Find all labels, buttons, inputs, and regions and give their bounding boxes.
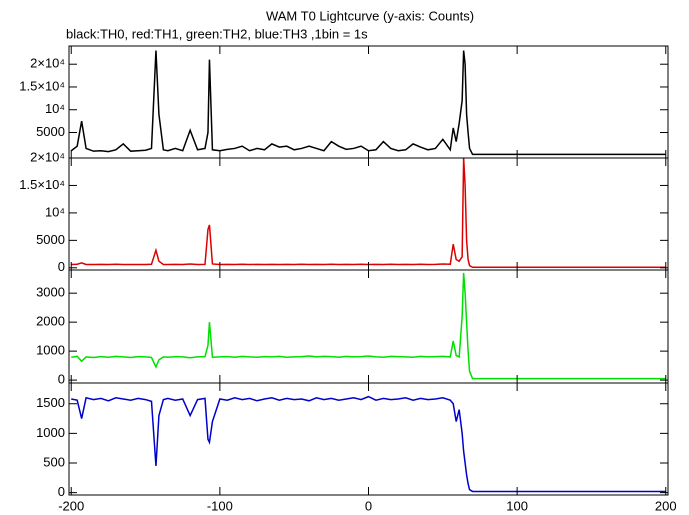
x-tick-label: -200 bbox=[58, 498, 84, 513]
y-tick-label: 3000 bbox=[36, 285, 65, 300]
y-tick-label: 10⁴ bbox=[45, 101, 65, 116]
chart-title: WAM T0 Lightcurve (y-axis: Counts) bbox=[266, 8, 474, 23]
data-line bbox=[70, 50, 666, 156]
y-tick-label: 10⁴ bbox=[45, 204, 65, 219]
chart-subtitle: black:TH0, red:TH1, green:TH2, blue:TH3 … bbox=[66, 26, 368, 41]
panel-frame bbox=[68, 269, 669, 384]
y-tick-label: 1.5×10⁴ bbox=[19, 78, 65, 93]
y-tick-label: 5000 bbox=[36, 124, 65, 139]
y-tick-label: 1000 bbox=[36, 425, 65, 440]
y-tick-label: 0 bbox=[58, 259, 65, 274]
panel-frame bbox=[68, 157, 669, 271]
y-tick-label: 2×10⁴ bbox=[30, 56, 65, 71]
y-tick-label: 1000 bbox=[36, 343, 65, 358]
y-tick-label: 2×10⁴ bbox=[30, 149, 65, 164]
x-tick-label: 200 bbox=[655, 498, 677, 513]
y-tick-label: 0 bbox=[58, 372, 65, 387]
x-tick-label: 0 bbox=[365, 498, 372, 513]
data-line bbox=[71, 272, 666, 380]
y-tick-label: 0 bbox=[58, 484, 65, 499]
data-line bbox=[71, 395, 666, 493]
y-tick-label: 2000 bbox=[36, 314, 65, 329]
panel-frame bbox=[68, 382, 669, 496]
x-tick-label: 100 bbox=[506, 498, 528, 513]
y-tick-label: 1.5×10⁴ bbox=[19, 177, 65, 192]
y-tick-label: 5000 bbox=[36, 232, 65, 247]
data-line bbox=[71, 157, 666, 268]
y-tick-label: 500 bbox=[43, 454, 65, 469]
x-tick-label: -100 bbox=[207, 498, 233, 513]
y-tick-label: 1500 bbox=[36, 395, 65, 410]
